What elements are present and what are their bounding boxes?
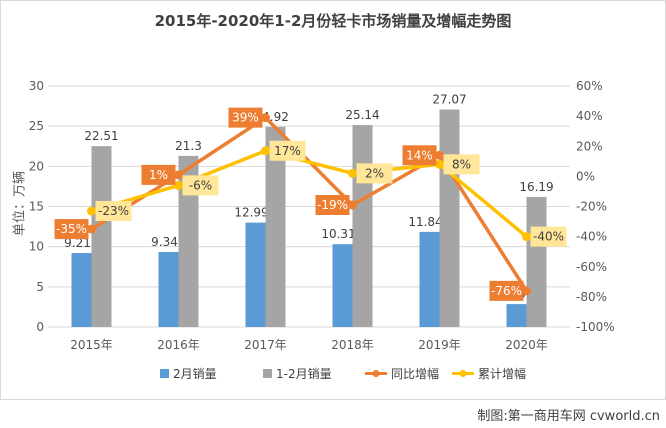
line-data-label: 17% — [274, 144, 301, 158]
series-point — [261, 146, 270, 156]
series-point — [87, 224, 96, 234]
legend-swatch — [160, 369, 169, 378]
chart-credit: 制图:第一商用车网 cvworld.cn — [477, 409, 660, 424]
line-data-label: 1% — [149, 168, 168, 182]
series-point — [522, 232, 531, 242]
bar-data-label: 10.31 — [321, 227, 355, 241]
series-line — [90, 115, 528, 292]
y2-tick-label: -80% — [576, 290, 607, 304]
line-label-badge — [402, 145, 437, 166]
y-tick-label: 25 — [29, 119, 44, 133]
y2-tick-label: 20% — [576, 139, 603, 153]
line-data-label: -40% — [533, 230, 564, 244]
y-tick-label: 5 — [36, 280, 44, 294]
line-data-label: -35% — [56, 222, 87, 236]
line-label-badge — [141, 164, 176, 185]
series-point — [87, 206, 96, 216]
legend-swatch — [459, 370, 467, 377]
line-label-badge — [489, 280, 524, 301]
series-point — [348, 168, 357, 178]
series-line — [91, 149, 528, 238]
series-point — [174, 180, 183, 190]
bar-data-label: 9.21 — [64, 236, 91, 250]
line-data-label: -76% — [491, 284, 522, 298]
y2-tick-label: 0% — [576, 169, 595, 183]
y2-tick-label: 60% — [576, 79, 603, 93]
y2-tick-label: 40% — [576, 109, 603, 123]
y-tick-label: 30 — [29, 79, 44, 93]
legend-swatch — [372, 370, 380, 377]
bar — [245, 222, 266, 327]
line-label-badge — [356, 163, 393, 184]
line-label-badge — [95, 201, 132, 222]
bar — [526, 196, 547, 327]
y2-tick-label: -60% — [576, 260, 607, 274]
series-point — [435, 159, 444, 169]
bar — [71, 253, 92, 327]
legend-label: 2月销量 — [173, 367, 217, 381]
x-tick-label: 2015年 — [70, 338, 113, 352]
y-tick-label: 0 — [36, 320, 44, 334]
series-point — [174, 170, 183, 180]
line-label-badge — [182, 175, 219, 196]
bar — [158, 251, 179, 327]
line-label-badge — [269, 140, 306, 161]
bar-data-label: 16.19 — [519, 180, 553, 194]
y2-tick-label: -40% — [576, 230, 607, 244]
y-tick-label: 10 — [29, 240, 44, 254]
y-tick-label: 20 — [29, 159, 44, 173]
bar-data-label: 27.07 — [432, 93, 466, 107]
chart-plot: 0 5 10 15 20 25 30 -100% -80% -60% -40% -20% 0% 20% 40… — [29, 79, 615, 381]
legend-swatch — [263, 369, 272, 378]
bar-data-label: 11.84 — [408, 215, 442, 229]
line-label-badge — [315, 194, 350, 215]
x-tick-label: 2018年 — [331, 338, 374, 352]
y2-tick-label: -20% — [576, 200, 607, 214]
bar — [506, 304, 527, 327]
bar-data-label: 25.14 — [345, 108, 379, 122]
bar-data-label: 22.51 — [84, 129, 118, 143]
bar — [439, 109, 460, 328]
legend-label: 累计增幅 — [478, 366, 526, 381]
bar — [91, 146, 112, 327]
bar — [419, 231, 440, 327]
legend-label: 1-2月销量 — [276, 367, 332, 381]
bar — [265, 126, 286, 328]
line-label-badge — [228, 107, 263, 128]
line-data-label: 8% — [452, 157, 471, 171]
series-point — [348, 200, 357, 210]
y-tick-label: 15 — [29, 200, 44, 214]
series-point — [435, 150, 444, 160]
series-point — [261, 113, 270, 123]
bar — [352, 125, 373, 328]
line-data-label: 39% — [232, 111, 259, 125]
chart-title: 2015年-2020年1-2月份轻卡市场销量及增幅走势图 — [154, 12, 512, 30]
line-data-label: 14% — [406, 148, 433, 162]
line-data-label: -6% — [189, 178, 212, 192]
bar — [332, 244, 353, 327]
legend-label: 同比增幅 — [391, 366, 439, 381]
series-point — [522, 286, 531, 296]
line-label-badge — [530, 226, 567, 247]
line-data-label: -19% — [317, 198, 348, 212]
x-tick-label: 2017年 — [244, 338, 287, 352]
line-label-badge — [443, 154, 480, 175]
x-tick-label: 2016年 — [157, 338, 200, 352]
line-label-badge — [54, 219, 89, 240]
bar-data-label: 9.34 — [151, 235, 178, 249]
line-data-label: 2% — [365, 166, 384, 180]
y2-tick-label: -100% — [576, 320, 615, 334]
bar — [178, 155, 199, 327]
x-tick-label: 2020年 — [505, 338, 548, 352]
x-tick-label: 2019年 — [418, 338, 461, 352]
line-data-label: -23% — [98, 204, 129, 218]
bar-data-label: 21.3 — [175, 139, 202, 153]
bar-data-label: 12.99 — [234, 206, 268, 220]
